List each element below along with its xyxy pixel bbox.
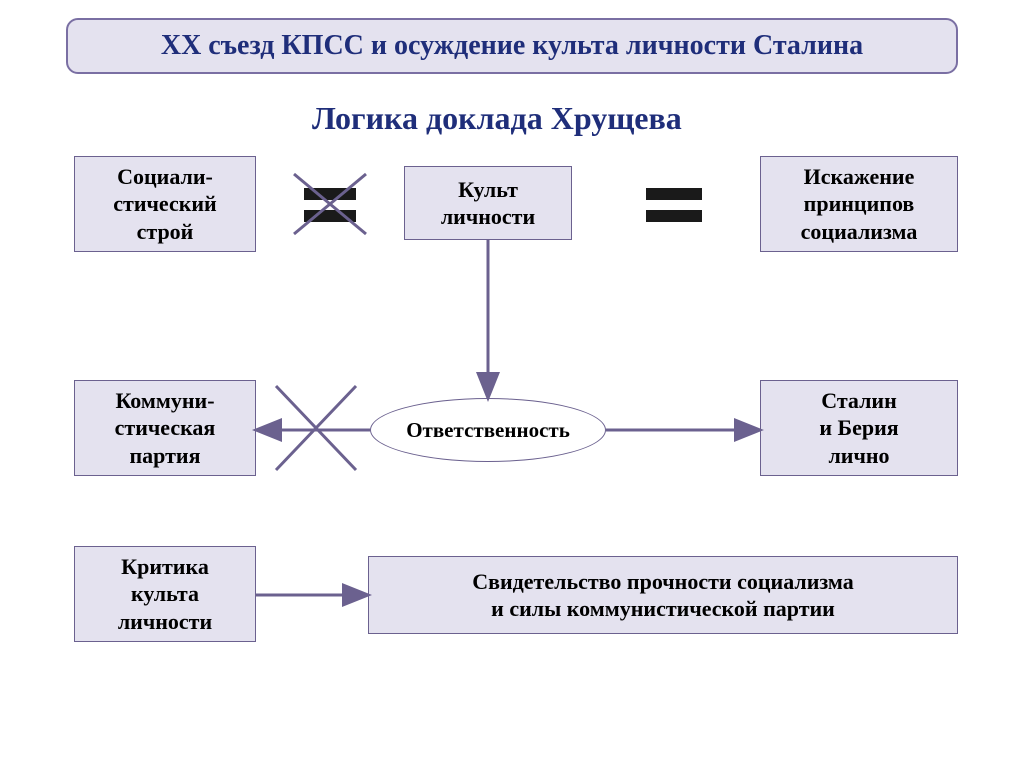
node-stalin-beria-label: Сталини Бериялично (819, 387, 898, 470)
subtitle: Логика доклада Хрущева (312, 100, 682, 137)
node-distortion: Искажениепринциповсоциализма (760, 156, 958, 252)
node-socialist-system-label: Социали-стическийстрой (113, 163, 216, 246)
node-evidence-label: Свидетельство прочности социализмаи силы… (472, 568, 854, 623)
symbol-cross-party (270, 378, 362, 478)
node-critique: Критикакульталичности (74, 546, 256, 642)
node-cult-label: Культличности (441, 176, 535, 231)
symbol-equals (638, 176, 710, 232)
title-banner: XX съезд КПСС и осуждение культа личност… (66, 18, 958, 74)
node-party: Коммуни-стическаяпартия (74, 380, 256, 476)
node-critique-label: Критикакульталичности (118, 553, 212, 636)
node-stalin-beria: Сталини Бериялично (760, 380, 958, 476)
node-evidence: Свидетельство прочности социализмаи силы… (368, 556, 958, 634)
node-responsibility-label: Ответственность (406, 418, 570, 443)
node-socialist-system: Социали-стическийстрой (74, 156, 256, 252)
symbol-not-equals (288, 168, 372, 240)
node-responsibility: Ответственность (370, 398, 606, 462)
node-party-label: Коммуни-стическаяпартия (115, 387, 216, 470)
node-cult: Культличности (404, 166, 572, 240)
node-distortion-label: Искажениепринциповсоциализма (801, 163, 918, 246)
title-text: XX съезд КПСС и осуждение культа личност… (161, 30, 863, 62)
